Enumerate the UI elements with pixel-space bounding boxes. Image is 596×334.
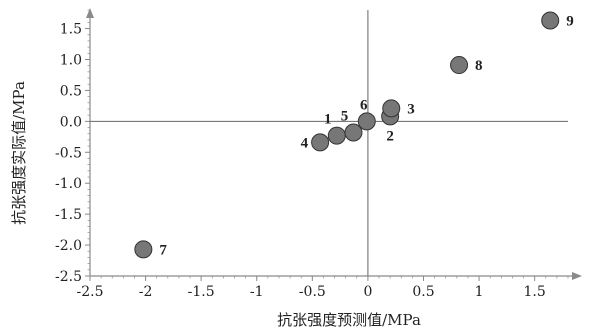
y-tick-label: -1.5	[55, 207, 82, 223]
point-label: 5	[341, 108, 349, 124]
point-label: 9	[566, 14, 574, 30]
data-point	[541, 11, 560, 30]
point-label: 8	[475, 58, 483, 74]
y-tick-label: 1.5	[60, 22, 82, 38]
ticks: -2.5 -2 -1.5 -1 -0.5 0 0.5 1 1.5 -2.5 -2.0 -1.5 -1.0…	[55, 9, 569, 300]
x-tick-label: -2	[139, 284, 153, 300]
point-label: 3	[407, 101, 415, 117]
point-labels: 1 23 4 56 7 8 9	[159, 14, 573, 259]
x-axis-arrow	[572, 272, 582, 280]
x-tick-label: -1	[250, 284, 264, 300]
data-point	[344, 123, 363, 142]
data-point	[311, 133, 330, 152]
x-tick-label: -2.5	[77, 284, 104, 300]
y-axis-title: 抗张强度实际值/MPa	[10, 81, 28, 225]
x-tick-label: -0.5	[299, 284, 326, 300]
point-label: 2	[386, 128, 394, 144]
data-point	[327, 126, 346, 145]
y-tick-label: 0.0	[60, 114, 82, 130]
y-axis-arrow	[86, 8, 94, 18]
x-tick-label: 0.5	[412, 284, 434, 300]
axes	[86, 8, 582, 280]
data-point	[450, 56, 469, 75]
x-tick-label: -1.5	[188, 284, 215, 300]
point-label: 7	[159, 242, 167, 258]
point-label: 1	[324, 112, 332, 128]
data-point	[382, 99, 401, 118]
y-tick-label: -2.5	[55, 269, 82, 285]
y-tick-label: -2.0	[55, 238, 82, 254]
y-tick-label: 0.5	[60, 83, 82, 99]
y-tick-label: -0.5	[55, 145, 82, 161]
x-tick-label: 1	[475, 284, 484, 300]
data-points	[134, 11, 560, 259]
x-tick-label: 1.5	[524, 284, 546, 300]
point-label: 4	[301, 135, 309, 151]
data-point	[357, 112, 376, 131]
point-label: 6	[360, 97, 368, 113]
y-tick-label: -1.0	[55, 176, 82, 192]
x-tick-label: 0	[363, 284, 372, 300]
y-tick-label: 1.0	[60, 52, 82, 68]
x-axis-title: 抗张强度预测值/MPa	[277, 311, 421, 329]
data-point	[134, 240, 153, 259]
